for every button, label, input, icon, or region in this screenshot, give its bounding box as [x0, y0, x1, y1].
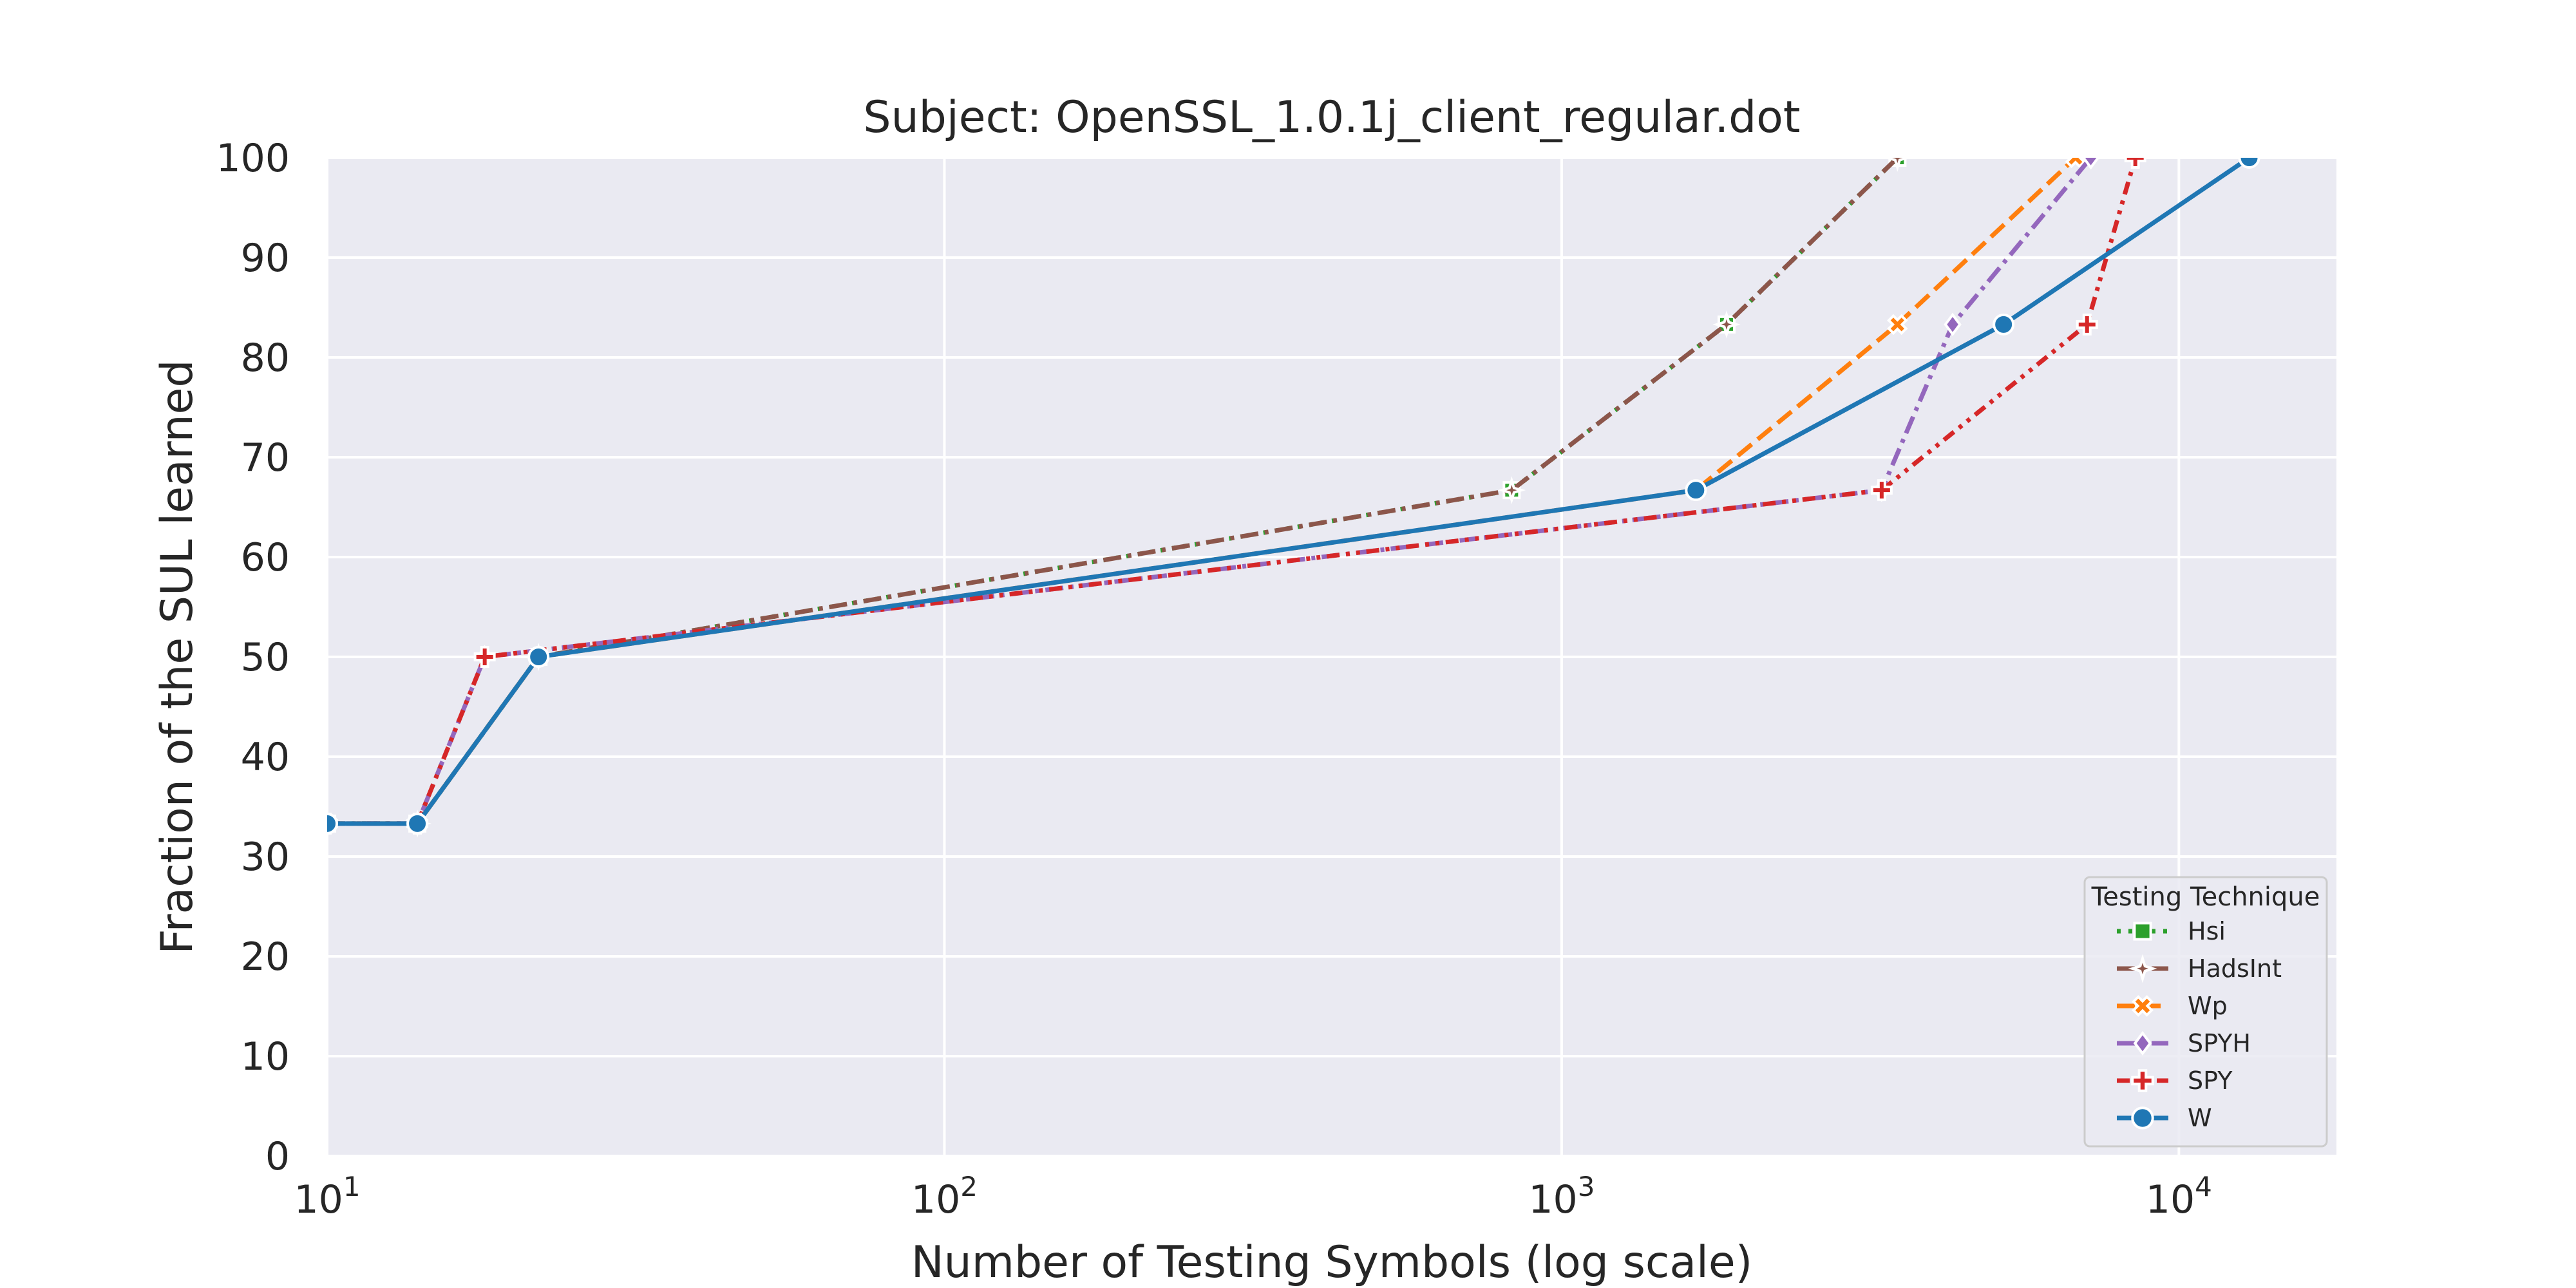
data-point: [327, 812, 338, 835]
legend-label: SPYH: [2188, 1029, 2251, 1057]
data-point: [406, 812, 429, 835]
data-point: [1685, 479, 1707, 502]
y-tick-label: 50: [241, 635, 290, 680]
legend-marker: [2133, 1030, 2152, 1056]
series-line: [327, 158, 2251, 826]
legend-marker: [2131, 1106, 2154, 1130]
data-point: [1944, 312, 1962, 337]
legend-marker: [2131, 1069, 2154, 1092]
series-w: [327, 158, 2260, 835]
data-point: [527, 646, 550, 668]
grid: [326, 156, 2336, 1157]
legend-item-w: W: [2117, 1104, 2212, 1132]
chart-title: Subject: OpenSSL_1.0.1j_client_regular.d…: [863, 92, 1800, 143]
x-tick-labels: 101 102 103 104: [294, 1171, 2211, 1222]
y-tick-label: 20: [241, 934, 290, 980]
x-tick-label: 104: [2146, 1171, 2212, 1222]
legend-marker: [2132, 995, 2154, 1017]
y-tick-label: 30: [241, 835, 290, 880]
x-tick-label: 102: [911, 1171, 978, 1222]
data-point: [473, 646, 496, 668]
y-tick-label: 100: [216, 136, 290, 181]
y-tick-label: 60: [241, 535, 290, 580]
data-point: [2065, 158, 2087, 169]
series-layer: [327, 158, 2260, 838]
legend-items: Hsi HadsInt Wp SPYH SPY W: [2117, 917, 2282, 1132]
legend-item-hadsint: HadsInt: [2117, 954, 2282, 983]
y-tick-label: 0: [265, 1134, 290, 1179]
y-tick-label: 40: [241, 735, 290, 780]
legend-label: Wp: [2188, 992, 2228, 1020]
data-point: [1870, 479, 1893, 502]
data-point: [2076, 313, 2098, 336]
legend-title: Testing Technique: [2091, 882, 2320, 912]
data-point: [2124, 158, 2146, 169]
legend-item-hsi: Hsi: [2117, 917, 2226, 945]
data-point: [1883, 158, 1912, 172]
y-tick-label: 90: [241, 236, 290, 281]
data-point: [1993, 313, 2015, 336]
legend-item-wp: Wp: [2117, 992, 2228, 1020]
legend-marker: [2133, 922, 2152, 941]
data-point: [1712, 310, 1741, 339]
data-point: [2238, 158, 2260, 169]
legend-label: Hsi: [2188, 917, 2226, 945]
y-axis-label: Fraction of the SUL learned: [152, 359, 203, 954]
legend-marker: [2128, 954, 2157, 983]
data-point: [1887, 314, 1908, 336]
data-point: [2081, 158, 2100, 170]
legend-label: W: [2188, 1104, 2212, 1132]
y-tick-label: 10: [241, 1034, 290, 1079]
y-tick-label: 70: [241, 435, 290, 480]
legend-item-spy: SPY: [2117, 1066, 2233, 1095]
x-tick-label: 103: [1528, 1171, 1595, 1222]
y-tick-labels: 0 10 20 30 40 50 60 70 80 90 100: [216, 136, 290, 1179]
x-axis-label: Number of Testing Symbols (log scale): [911, 1237, 1753, 1288]
y-tick-label: 80: [241, 336, 290, 381]
legend: Testing Technique Hsi HadsInt Wp SPYH SPY W: [2083, 876, 2328, 1148]
legend-item-spyh: SPYH: [2117, 1029, 2251, 1057]
data-point: [1497, 476, 1526, 504]
legend-label: SPY: [2188, 1066, 2233, 1095]
x-tick-label: 101: [294, 1171, 360, 1222]
legend-label: HadsInt: [2188, 954, 2282, 983]
